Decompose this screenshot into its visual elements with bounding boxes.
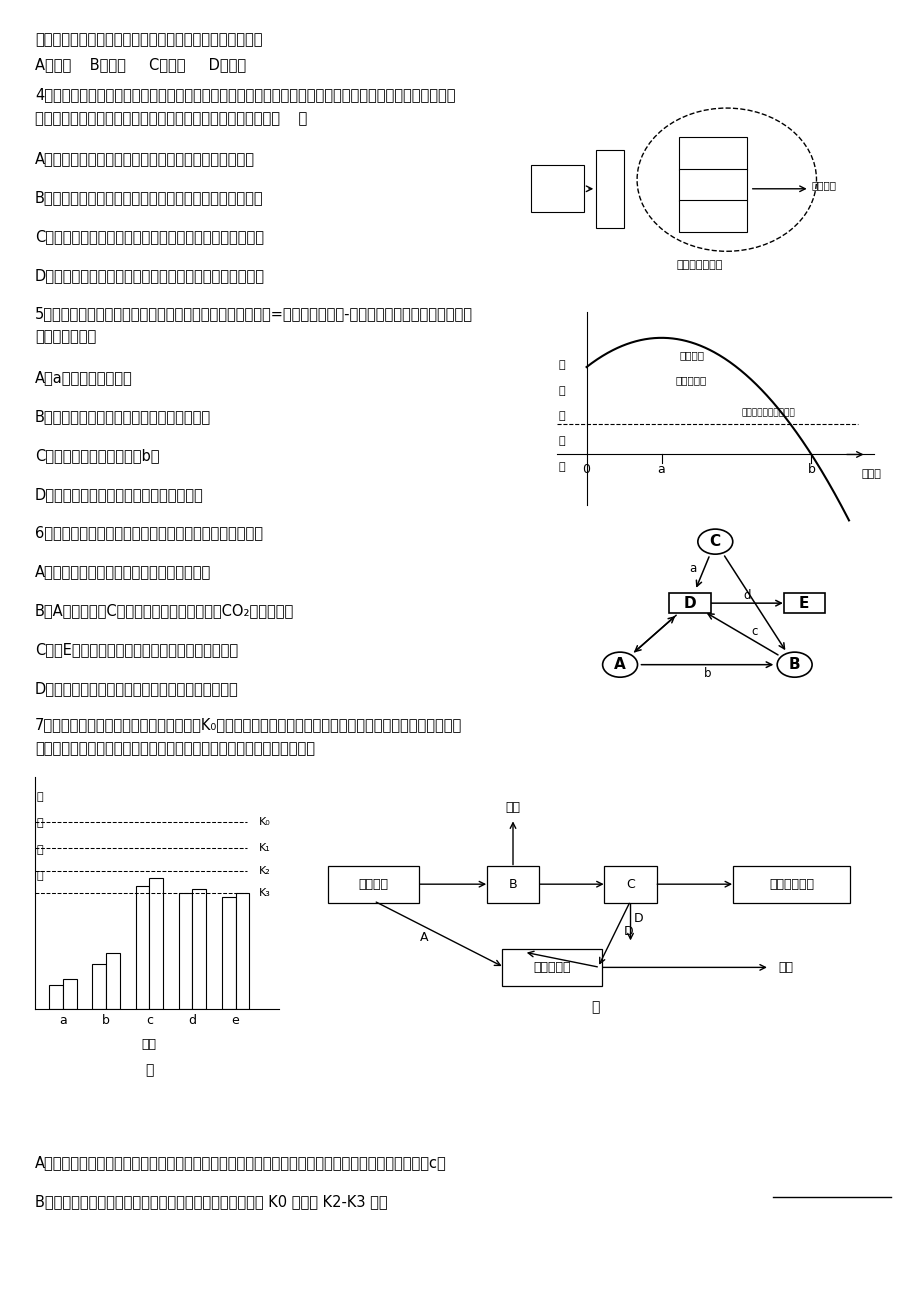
- Text: D．食草动物的引入减慢了草地的物质循环: D．食草动物的引入减慢了草地的物质循环: [35, 487, 203, 503]
- Text: 散失: 散失: [777, 961, 792, 974]
- Text: C: C: [709, 534, 720, 549]
- Text: D: D: [633, 913, 642, 924]
- Text: b: b: [807, 462, 814, 475]
- Text: 绿藻、黑藻: 绿藻、黑藻: [698, 147, 727, 158]
- Text: K₀: K₀: [259, 818, 271, 827]
- Text: 芦
苇: 芦 苇: [607, 165, 612, 186]
- Text: D: D: [683, 595, 696, 611]
- FancyBboxPatch shape: [732, 866, 849, 902]
- Text: 乙: 乙: [591, 1000, 599, 1014]
- Text: A．a为放牧量的最适点: A．a为放牧量的最适点: [35, 370, 132, 385]
- Text: A: A: [419, 931, 427, 944]
- Text: 仓鼠摄入: 仓鼠摄入: [358, 878, 389, 891]
- Text: 人工湿地示意图: 人工湿地示意图: [675, 260, 721, 271]
- FancyBboxPatch shape: [328, 866, 419, 902]
- Text: 作: 作: [558, 436, 564, 447]
- Text: B: B: [508, 878, 516, 891]
- FancyBboxPatch shape: [502, 949, 602, 986]
- FancyBboxPatch shape: [678, 137, 746, 169]
- FancyBboxPatch shape: [678, 168, 746, 201]
- Bar: [106, 953, 119, 1009]
- Text: B．A是消费者，C是生产者，碳在各成分间以CO₂的形式传递: B．A是消费者，C是生产者，碳在各成分间以CO₂的形式传递: [35, 603, 294, 618]
- Bar: [135, 885, 149, 1009]
- Text: d: d: [743, 589, 750, 602]
- Text: 时间: 时间: [142, 1038, 156, 1051]
- Text: 的削减作用: 的削减作用: [675, 375, 707, 385]
- Text: 数: 数: [36, 845, 43, 854]
- Text: 浮游动物: 浮游动物: [700, 178, 724, 189]
- Text: b: b: [703, 667, 710, 680]
- Text: 净: 净: [558, 361, 564, 370]
- Text: B．适量的食草动物能增加牧草的净光合作用: B．适量的食草动物能增加牧草的净光合作用: [35, 409, 210, 424]
- Text: B: B: [788, 658, 800, 672]
- Text: B．绿藻、黑藻主要吸收城市污水中的有机物进行呼吸作用: B．绿藻、黑藻主要吸收城市污水中的有机物进行呼吸作用: [35, 190, 264, 206]
- FancyBboxPatch shape: [604, 866, 656, 902]
- Text: 6．下图是生物圈中碳循环示意图，下列相关分析错误的是: 6．下图是生物圈中碳循环示意图，下列相关分析错误的是: [35, 525, 263, 540]
- Bar: [192, 889, 206, 1009]
- FancyBboxPatch shape: [678, 199, 746, 232]
- Text: 4．随着城市化的发展，城市水污染问题日益突出，建立人工湿地公园是解决城市水污染的一种有效途径。下: 4．随着城市化的发展，城市水污染问题日益突出，建立人工湿地公园是解决城市水污染的…: [35, 87, 455, 103]
- Text: C．该草场的最大容纳量在b点: C．该草场的最大容纳量在b点: [35, 448, 159, 464]
- Text: 甲: 甲: [145, 1064, 153, 1078]
- FancyBboxPatch shape: [486, 866, 539, 902]
- Bar: [62, 979, 76, 1009]
- Text: C．流经该生态系统的总能量要大于生产者所固定的太阳能: C．流经该生态系统的总能量要大于生产者所固定的太阳能: [35, 229, 264, 245]
- Bar: [235, 893, 249, 1009]
- Text: 0: 0: [582, 462, 590, 475]
- Text: 城市污水: 城市污水: [545, 181, 569, 191]
- Text: 放牧量: 放牧量: [860, 469, 880, 479]
- Text: 没有食草动物时的水平: 没有食草动物时的水平: [741, 408, 794, 417]
- Text: 水质净化: 水质净化: [811, 180, 835, 190]
- Text: 面是人工湿地处理城市污水的示意图，下列有关说法正确的是（    ）: 面是人工湿地处理城市污水的示意图，下列有关说法正确的是（ ）: [35, 111, 307, 126]
- Bar: [221, 897, 235, 1009]
- Text: K₃: K₃: [259, 888, 271, 898]
- FancyBboxPatch shape: [596, 150, 623, 228]
- Text: a: a: [657, 462, 664, 475]
- Text: 种: 种: [36, 792, 43, 802]
- Text: 光: 光: [558, 385, 564, 396]
- Text: A．生物圈通过碳循环实现碳元素的自给自足: A．生物圈通过碳循环实现碳元素的自给自足: [35, 564, 211, 579]
- Bar: [49, 984, 62, 1009]
- Text: B．从甲图可知，在捕食压力下，仓鼠种群的环境容纳量由 K0 降到了 K2-K3 之间: B．从甲图可知，在捕食压力下，仓鼠种群的环境容纳量由 K0 降到了 K2-K3 …: [35, 1194, 387, 1210]
- Bar: [149, 879, 163, 1009]
- Text: C．对E过度开发利用会打破生物圈中碳循环的平衡: C．对E过度开发利用会打破生物圈中碳循环的平衡: [35, 642, 238, 658]
- Text: 7．甲图为某草原上仓鼠种群数量变化图（K₀表示仓鼠种群在无天敌进入时的环境容纳量），乙图为甲图中仓: 7．甲图为某草原上仓鼠种群数量变化图（K₀表示仓鼠种群在无天敌进入时的环境容纳量…: [35, 717, 461, 733]
- FancyBboxPatch shape: [783, 594, 824, 613]
- Bar: [178, 893, 192, 1009]
- Text: a: a: [688, 562, 696, 575]
- FancyBboxPatch shape: [530, 165, 584, 212]
- Text: 鼠所摄入能量的去路（字母示相应能量）。据图分析，下列说法错误的是: 鼠所摄入能量的去路（字母示相应能量）。据图分析，下列说法错误的是: [35, 741, 314, 756]
- Text: D．碳循环过程需要能量驱动，同时又是能量的载体: D．碳循环过程需要能量驱动，同时又是能量的载体: [35, 681, 238, 697]
- Text: 量: 量: [36, 871, 43, 880]
- Text: A．芦苇在湿地边随地势高低分布，属于群落的垂直结构: A．芦苇在湿地边随地势高低分布，属于群落的垂直结构: [35, 151, 255, 167]
- Text: A: A: [614, 658, 625, 672]
- Text: A．一项    B．两项     C．三项     D．四项: A．一项 B．两项 C．三项 D．四项: [35, 57, 245, 73]
- Text: 某种天敌摄入: 某种天敌摄入: [768, 878, 813, 891]
- Text: D: D: [623, 924, 633, 937]
- FancyBboxPatch shape: [668, 594, 709, 613]
- Text: C: C: [626, 878, 634, 891]
- Text: 叙述中错误的是: 叙述中错误的是: [35, 329, 96, 345]
- Text: 5．下图是草原上食草动物对于牧草的净光合作用（净光合量=光合作用合成量-呼吸作用消耗量）的影响。下列: 5．下图是草原上食草动物对于牧草的净光合作用（净光合量=光合作用合成量-呼吸作用…: [35, 306, 472, 322]
- Bar: [92, 965, 106, 1009]
- Text: 传递对于个体、种群、群落、生态系统的稳定都有重要作用: 传递对于个体、种群、群落、生态系统的稳定都有重要作用: [35, 33, 262, 48]
- Text: 用: 用: [558, 462, 564, 471]
- Text: 分解者利用: 分解者利用: [533, 961, 571, 974]
- Text: 群: 群: [36, 819, 43, 828]
- Text: A．当某种天敌进入一段时间以后，仓鼠种群数量会达到相对稳定的状态，则天敌最可能进入的时间为c时: A．当某种天敌进入一段时间以后，仓鼠种群数量会达到相对稳定的状态，则天敌最可能进…: [35, 1155, 447, 1170]
- Text: E: E: [798, 595, 809, 611]
- Text: 散失: 散失: [505, 801, 520, 814]
- Text: 合: 合: [558, 411, 564, 421]
- Text: D．人工湿地净化污水体现了湿地生态系统的恢复力稳定性: D．人工湿地净化污水体现了湿地生态系统的恢复力稳定性: [35, 268, 265, 284]
- Text: K₂: K₂: [259, 866, 271, 876]
- Text: c: c: [750, 625, 756, 638]
- Text: 食草动物: 食草动物: [678, 350, 703, 361]
- Text: 细菌、真菌: 细菌、真菌: [698, 210, 727, 220]
- Text: K₁: K₁: [259, 844, 271, 853]
